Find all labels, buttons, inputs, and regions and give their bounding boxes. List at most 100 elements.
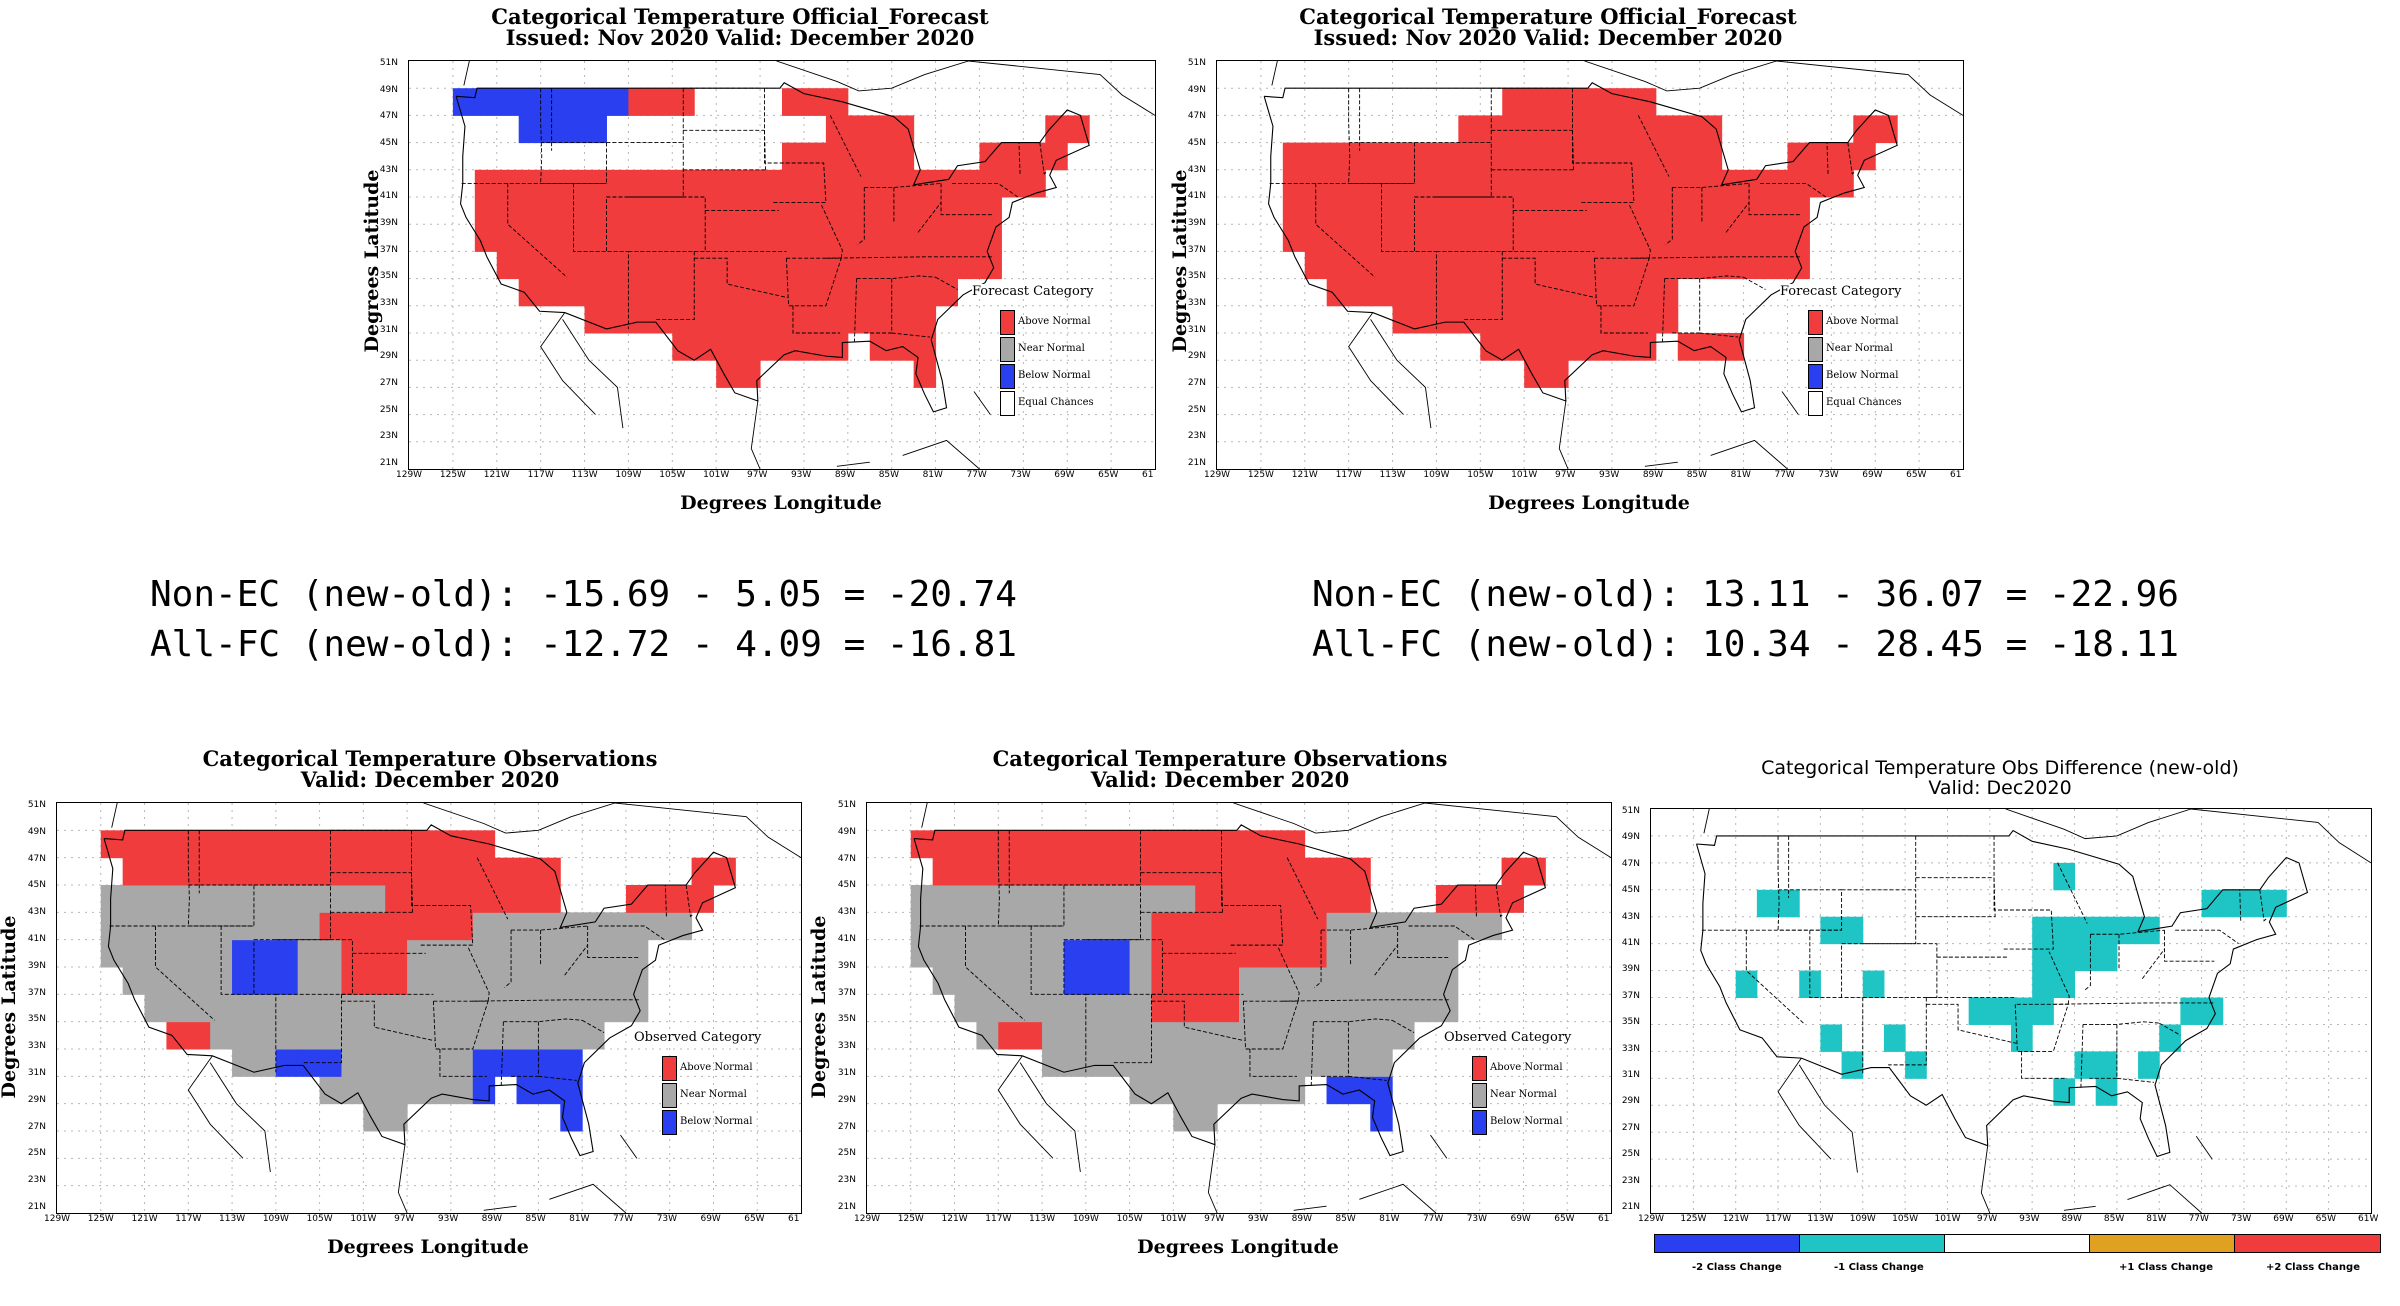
lat-tick-label: 43N [1187,164,1206,175]
category-cell [518,224,542,252]
state-boundary [685,884,695,918]
category-cell [998,857,1021,886]
legend-label: Equal Chances [1018,397,1094,408]
lat-tick-label: 51N [27,800,46,810]
lon-tick-label: 125W [1680,1214,1707,1224]
lon-tick-label: 105W [1116,1214,1143,1224]
category-cell [1392,224,1415,252]
legend-label: Near Normal [1826,343,1893,354]
category-cell [1042,1021,1065,1050]
category-cell [1546,224,1569,252]
lat-tick-label: 49N [1187,84,1206,95]
state-boundary [472,999,640,1002]
category-cell [1195,994,1218,1023]
category-cell [562,278,586,307]
score-left-line-2: All-FC (new-old): -12.72 - 4.09 = -16.81 [150,624,1017,665]
category-cell [363,885,386,913]
category-cell [385,912,408,941]
category-cell [2116,916,2139,945]
category-cell [385,967,408,995]
category-cell [1085,1049,1109,1077]
legend-swatch [1472,1083,1487,1108]
category-cell [540,251,564,280]
category-cell [998,967,1021,995]
category-cell [1756,889,1779,918]
category-cell [1655,278,1679,307]
state-boundary [564,944,589,976]
state-boundary [1926,1003,2017,1044]
lon-tick-label: 69W [2273,1214,2294,1224]
lat-tick-label: 47N [1187,111,1206,122]
category-cell [232,1049,255,1077]
category-cell [2095,1051,2118,1079]
category-cell [913,169,937,198]
category-cell [1370,994,1393,1023]
category-cell [954,830,977,859]
category-cell [1370,1049,1393,1077]
state-boundary [853,278,858,343]
category-cell [932,857,956,886]
category-cell [1611,251,1635,280]
state-boundary [628,196,706,252]
category-cell [275,830,299,859]
category-cell [1304,939,1328,968]
category-cell [253,830,277,859]
lat-tick-label: 39N [837,960,856,971]
lon-tick-label: 97W [394,1214,415,1224]
map-frame [1650,808,2372,1214]
category-cell [1107,912,1131,941]
lat-tick-label: 25N [1187,404,1206,415]
x-axis-label: Degrees Longitude [680,492,882,514]
category-cell [188,939,211,968]
state-boundary [821,204,843,259]
legend-swatch [1808,364,1823,389]
coastline [483,1205,517,1211]
category-cell [297,1021,321,1050]
category-cell [253,939,277,968]
y-axis-label: Degrees Latitude [0,915,20,1099]
lon-tick-label: 125W [897,1214,924,1224]
lon-tick-label: 93W [2019,1214,2040,1224]
lat-tick-label: 43N [379,164,398,175]
state-boundary [1039,142,1048,175]
category-cell [1151,857,1174,886]
category-cell [1633,88,1657,116]
lon-tick-label: 65W [1098,470,1119,480]
state-boundary [825,256,993,259]
category-cell [1633,169,1657,198]
category-cell [1699,115,1723,144]
category-cell [625,939,649,968]
category-cell [1239,1021,1262,1050]
coastline [549,1183,627,1213]
lat-tick-label: 27N [1187,378,1206,388]
category-cell [1546,115,1569,144]
category-cell [1699,197,1723,225]
lat-tick-label: 49N [837,826,856,837]
category-cell [672,333,695,361]
category-cell [1862,970,1885,999]
colorbar-zero [1944,1234,2091,1253]
category-cell [760,169,783,198]
category-cell [1721,224,1745,252]
category-cell [782,197,805,225]
category-cell [1195,967,1218,995]
lon-tick-label: 109W [1849,1214,1876,1224]
map-canvas [867,803,1611,1213]
category-cell [538,967,561,995]
lat-tick-label: 51N [1621,806,1640,816]
category-cell [1348,912,1371,941]
category-cell [560,939,583,968]
category-cell [494,967,518,995]
legend-label: Below Normal [680,1116,753,1127]
category-cell [913,305,937,334]
category-cell [869,197,893,225]
category-cell [188,857,211,886]
category-cell [1282,1049,1306,1077]
lat-tick-label: 33N [1187,298,1206,308]
category-cell [1304,967,1328,995]
category-cell [1217,912,1240,941]
category-cell [1173,1049,1196,1077]
lon-tick-label: 77W [612,1214,634,1224]
category-cell [275,967,299,995]
category-cell [1853,142,1876,171]
